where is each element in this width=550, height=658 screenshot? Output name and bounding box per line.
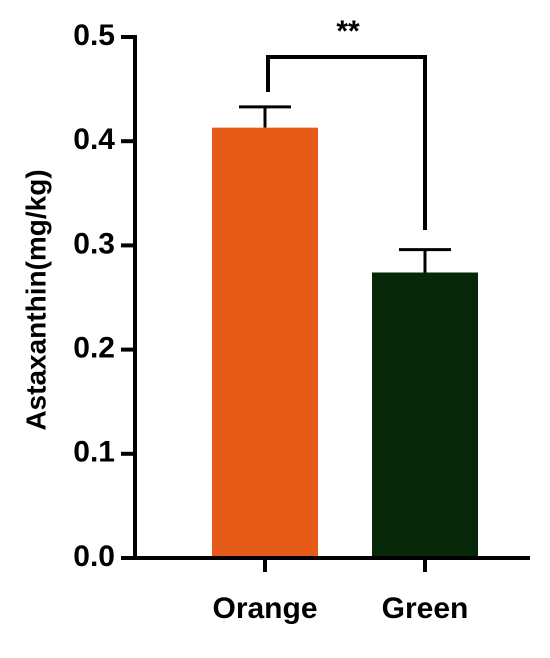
y-tick-label: 0.3 [73,227,115,260]
x-tick-label: Green [382,592,469,625]
x-tick-label: Orange [212,592,317,625]
significance-label: ** [336,15,360,48]
y-axis-label: Astaxanthin(mg/kg) [20,169,51,430]
bar [212,127,318,559]
significance-bracket [266,55,427,230]
y-tick-label: 0.5 [73,19,115,52]
y-tick-label: 0.1 [73,436,115,469]
y-tick-label: 0.4 [73,123,115,156]
bar [372,272,478,558]
y-tick-label: 0.2 [73,332,115,365]
y-tick-label: 0.0 [73,540,115,573]
